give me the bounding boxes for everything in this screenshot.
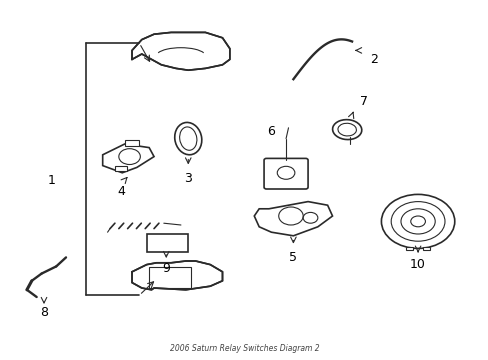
Polygon shape xyxy=(115,166,127,171)
Bar xyxy=(149,267,190,288)
Text: 8: 8 xyxy=(40,306,48,319)
Text: 3: 3 xyxy=(184,172,192,185)
Polygon shape xyxy=(405,247,412,250)
Text: 9: 9 xyxy=(162,262,170,275)
Polygon shape xyxy=(132,261,222,290)
Text: 7: 7 xyxy=(360,95,367,108)
Polygon shape xyxy=(146,234,188,252)
Text: 5: 5 xyxy=(289,251,297,264)
Polygon shape xyxy=(124,140,139,146)
Text: 4: 4 xyxy=(117,185,125,198)
Polygon shape xyxy=(102,144,154,173)
Polygon shape xyxy=(132,32,229,70)
Polygon shape xyxy=(254,202,332,236)
Text: 10: 10 xyxy=(409,258,425,271)
Polygon shape xyxy=(422,247,429,250)
Text: 6: 6 xyxy=(267,125,275,138)
Text: 1: 1 xyxy=(47,174,55,186)
Text: 2006 Saturn Relay Switches Diagram 2: 2006 Saturn Relay Switches Diagram 2 xyxy=(169,344,319,353)
Text: 2: 2 xyxy=(369,53,377,66)
